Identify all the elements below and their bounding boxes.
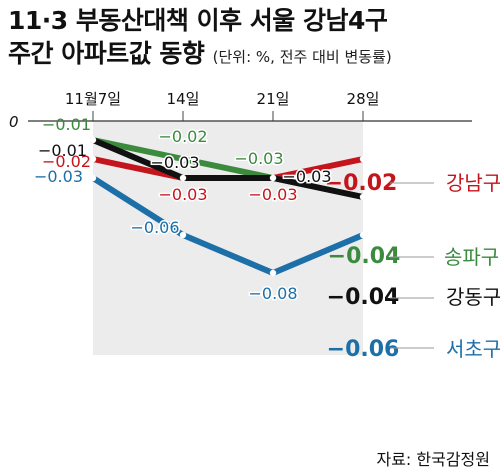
- chart-title-line2-wrap: 주간 아파트값 동향 (단위: %, 전주 대비 변동률): [8, 37, 496, 74]
- data-point-서초구-2: [269, 269, 277, 277]
- data-label-강남구-1: −0.03: [158, 185, 207, 204]
- source-note: 자료: 한국감정원: [376, 450, 490, 469]
- series-label-강동구: 강동구: [446, 285, 500, 309]
- series-line-서초구: [90, 175, 366, 276]
- chart-title: 11·3 부동산대책 이후 서울 강남4구 주간 아파트값 동향 (단위: %,…: [8, 4, 496, 74]
- end-value-label-서초구: −0.06: [327, 337, 400, 362]
- end-value-label-강남구: −0.02: [325, 171, 398, 196]
- data-point-강동구-1: [179, 174, 187, 182]
- data-point-강동구-3: [359, 193, 367, 201]
- x-tick-label-0: 11월7일: [65, 90, 121, 108]
- data-point-강동구-2: [269, 174, 277, 182]
- data-point-서초구-1: [179, 231, 187, 239]
- data-label-강동구-0: −0.01: [38, 141, 87, 160]
- data-label-서초구-1: −0.06: [130, 218, 179, 237]
- data-label-송파구-1: −0.02: [158, 127, 207, 146]
- series-label-서초구: 서초구: [446, 337, 500, 361]
- chart-title-line1: 11·3 부동산대책 이후 서울 강남4구: [8, 6, 388, 35]
- data-label-송파구-2: −0.03: [234, 149, 283, 168]
- data-point-강동구-0: [89, 136, 97, 144]
- chart-title-line2: 주간 아파트값 동향: [8, 39, 205, 68]
- unit-note: (단위: %, 전주 대비 변동률): [212, 48, 392, 66]
- data-point-송파구-1: [179, 155, 187, 163]
- data-label-서초구-2: −0.08: [248, 284, 297, 303]
- y-tick-label-0: 0: [9, 113, 19, 131]
- data-label-강동구-2: −0.03: [282, 167, 331, 186]
- data-label-강동구-1: −0.03: [150, 153, 199, 172]
- data-point-강남구-3: [359, 155, 367, 163]
- data-point-서초구-3: [359, 231, 367, 239]
- end-value-label-송파구: −0.04: [328, 244, 401, 269]
- series-label-송파구: 송파구: [444, 245, 499, 269]
- data-point-강남구-0: [89, 155, 97, 163]
- x-tick-label-3: 28일: [347, 90, 380, 108]
- x-tick-label-2: 21일: [257, 90, 290, 108]
- end-value-label-강동구: −0.04: [327, 285, 400, 310]
- data-label-서초구-0: −0.03: [34, 167, 83, 186]
- series-line-강동구: [90, 137, 366, 200]
- data-point-서초구-0: [89, 174, 97, 182]
- data-label-강남구-2: −0.03: [248, 185, 297, 204]
- data-label-송파구-0: −0.01: [42, 115, 91, 134]
- data-label-강남구-0: −0.02: [42, 152, 91, 171]
- series-label-강남구: 강남구: [446, 171, 500, 195]
- x-tick-label-1: 14일: [167, 90, 200, 108]
